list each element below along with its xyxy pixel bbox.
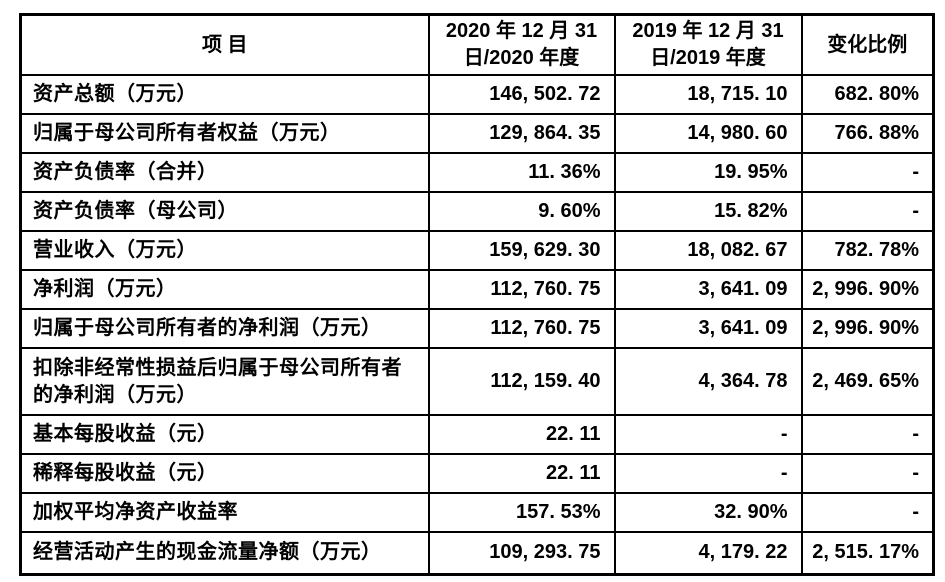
table-row: 资产负债率（合并） 11. 36% 19. 95% - [19,152,935,193]
value-2020: 157. 53% [427,492,616,533]
table-row: 归属于母公司所有者的净利润（万元） 112, 760. 75 3, 641. 0… [19,308,935,349]
table-row: 净利润（万元） 112, 760. 75 3, 641. 09 2, 996. … [19,269,935,310]
item-label: 经营活动产生的现金流量净额（万元） [19,531,430,575]
value-2019: 4, 364. 78 [613,347,803,416]
item-label: 资产负债率（母公司） [19,191,430,232]
header-2020: 2020 年 12 月 31 日/2020 年度 [427,13,616,76]
change-ratio: 2, 515. 17% [800,531,935,575]
item-label: 净利润（万元） [19,269,430,310]
change-ratio: - [800,152,935,193]
header-2020-line2: 日/2020 年度 [463,47,580,69]
value-2020: 112, 760. 75 [427,308,616,349]
header-2019-line2: 日/2019 年度 [650,47,766,69]
table-row: 经营活动产生的现金流量净额（万元） 109, 293. 75 4, 179. 2… [19,531,935,575]
value-2020: 129, 864. 35 [427,113,616,154]
value-2020: 112, 760. 75 [427,269,616,310]
table-header: 项 目 2020 年 12 月 31 日/2020 年度 2019 年 12 月… [19,13,935,76]
change-ratio: 2, 469. 65% [800,347,935,416]
table-row: 加权平均净资产收益率 157. 53% 32. 90% - [19,492,935,533]
value-2019: 32. 90% [613,492,803,533]
item-label: 稀释每股收益（元） [19,453,430,494]
header-2019-line1: 2019 年 12 月 31 [632,20,784,42]
change-ratio: - [800,453,935,494]
value-2020: 9. 60% [427,191,616,232]
item-label: 扣除非经常性损益后归属于母公司所有者的净利润（万元） [19,347,430,416]
value-2019: 4, 179. 22 [613,531,803,575]
change-ratio: 782. 78% [800,230,935,271]
item-label: 资产负债率（合并） [19,152,430,193]
value-2019: 18, 715. 10 [613,74,803,115]
change-ratio: - [800,414,935,455]
value-2019: 3, 641. 09 [613,308,803,349]
value-2020: 22. 11 [427,453,616,494]
value-2020: 22. 11 [427,414,616,455]
table-body: 资产总额（万元） 146, 502. 72 18, 715. 10 682. 8… [19,74,935,575]
item-label: 归属于母公司所有者权益（万元） [19,113,430,154]
header-row: 项 目 2020 年 12 月 31 日/2020 年度 2019 年 12 月… [19,13,935,76]
change-ratio: - [800,191,935,232]
table-row: 稀释每股收益（元） 22. 11 - - [19,453,935,494]
header-2019: 2019 年 12 月 31 日/2019 年度 [613,13,803,76]
value-2020: 112, 159. 40 [427,347,616,416]
item-label: 归属于母公司所有者的净利润（万元） [19,308,430,349]
value-2019: 19. 95% [613,152,803,193]
value-2020: 109, 293. 75 [427,531,616,575]
value-2019: 14, 980. 60 [613,113,803,154]
value-2020: 146, 502. 72 [427,74,616,115]
item-label: 加权平均净资产收益率 [19,492,430,533]
table-row: 资产总额（万元） 146, 502. 72 18, 715. 10 682. 8… [19,74,935,115]
header-item: 项 目 [19,13,430,76]
item-label: 资产总额（万元） [19,74,430,115]
table-row: 扣除非经常性损益后归属于母公司所有者的净利润（万元） 112, 159. 40 … [19,347,935,416]
item-label: 营业收入（万元） [19,230,430,271]
change-ratio: 2, 996. 90% [800,269,935,310]
item-label: 基本每股收益（元） [19,414,430,455]
header-2020-line1: 2020 年 12 月 31 [445,20,598,42]
change-ratio: - [800,492,935,533]
table-row: 资产负债率（母公司） 9. 60% 15. 82% - [19,191,935,232]
value-2020: 11. 36% [427,152,616,193]
table-row: 营业收入（万元） 159, 629. 30 18, 082. 67 782. 7… [19,230,935,271]
value-2019: 15. 82% [613,191,803,232]
table-row: 归属于母公司所有者权益（万元） 129, 864. 35 14, 980. 60… [19,113,935,154]
value-2020: 159, 629. 30 [427,230,616,271]
change-ratio: 766. 88% [800,113,935,154]
change-ratio: 2, 996. 90% [800,308,935,349]
value-2019: - [613,453,803,494]
financial-summary-table: 项 目 2020 年 12 月 31 日/2020 年度 2019 年 12 月… [19,13,935,576]
change-ratio: 682. 80% [800,74,935,115]
header-change-ratio: 变化比例 [800,13,935,76]
table-row: 基本每股收益（元） 22. 11 - - [19,414,935,455]
value-2019: - [613,414,803,455]
value-2019: 3, 641. 09 [613,269,803,310]
value-2019: 18, 082. 67 [613,230,803,271]
